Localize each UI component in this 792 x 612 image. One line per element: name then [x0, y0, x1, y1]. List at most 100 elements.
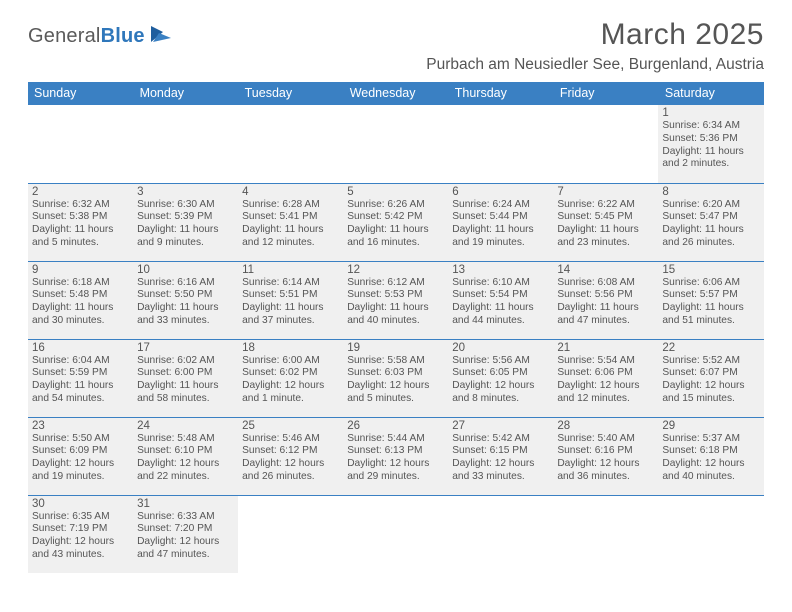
sunset-line: Sunset: 6:06 PM [557, 367, 654, 380]
sunset-line: Sunset: 6:09 PM [32, 445, 129, 458]
daylight-line: Daylight: 12 hours and 1 minute. [242, 380, 339, 406]
sunset-line: Sunset: 5:51 PM [242, 289, 339, 302]
daylight-line: Daylight: 11 hours and 37 minutes. [242, 302, 339, 328]
calendar-cell: 29Sunrise: 5:37 AMSunset: 6:18 PMDayligh… [658, 417, 763, 495]
calendar-cell: 19Sunrise: 5:58 AMSunset: 6:03 PMDayligh… [343, 339, 448, 417]
calendar-cell: 27Sunrise: 5:42 AMSunset: 6:15 PMDayligh… [448, 417, 553, 495]
day-number: 20 [452, 342, 549, 354]
calendar-cell [343, 495, 448, 573]
sunset-line: Sunset: 5:41 PM [242, 211, 339, 224]
calendar-cell [343, 105, 448, 183]
sunset-line: Sunset: 6:10 PM [137, 445, 234, 458]
sunset-line: Sunset: 6:07 PM [662, 367, 759, 380]
sunrise-line: Sunrise: 5:48 AM [137, 433, 234, 446]
day-number: 24 [137, 420, 234, 432]
day-number: 5 [347, 186, 444, 198]
brand-logo: GeneralBlue [28, 24, 175, 49]
flag-icon [149, 24, 175, 49]
day-number: 26 [347, 420, 444, 432]
weekday-header: Monday [133, 82, 238, 105]
location-subtitle: Purbach am Neusiedler See, Burgenland, A… [426, 56, 764, 74]
daylight-line: Daylight: 11 hours and 54 minutes. [32, 380, 129, 406]
brand-part2: Blue [101, 25, 145, 47]
sunset-line: Sunset: 6:18 PM [662, 445, 759, 458]
calendar-cell [238, 105, 343, 183]
sunrise-line: Sunrise: 6:08 AM [557, 277, 654, 290]
sunrise-line: Sunrise: 5:58 AM [347, 355, 444, 368]
calendar-cell: 2Sunrise: 6:32 AMSunset: 5:38 PMDaylight… [28, 183, 133, 261]
sunrise-line: Sunrise: 6:30 AM [137, 199, 234, 212]
day-number: 7 [557, 186, 654, 198]
daylight-line: Daylight: 12 hours and 26 minutes. [242, 458, 339, 484]
day-number: 2 [32, 186, 129, 198]
sunset-line: Sunset: 6:02 PM [242, 367, 339, 380]
day-number: 9 [32, 264, 129, 276]
daylight-line: Daylight: 12 hours and 47 minutes. [137, 536, 234, 562]
calendar-cell [553, 105, 658, 183]
sunrise-line: Sunrise: 6:12 AM [347, 277, 444, 290]
sunrise-line: Sunrise: 5:50 AM [32, 433, 129, 446]
sunrise-line: Sunrise: 5:46 AM [242, 433, 339, 446]
sunset-line: Sunset: 5:42 PM [347, 211, 444, 224]
day-number: 12 [347, 264, 444, 276]
day-number: 17 [137, 342, 234, 354]
daylight-line: Daylight: 12 hours and 12 minutes. [557, 380, 654, 406]
sunset-line: Sunset: 6:00 PM [137, 367, 234, 380]
calendar-cell: 20Sunrise: 5:56 AMSunset: 6:05 PMDayligh… [448, 339, 553, 417]
sunset-line: Sunset: 5:53 PM [347, 289, 444, 302]
daylight-line: Daylight: 12 hours and 40 minutes. [662, 458, 759, 484]
calendar-cell [28, 105, 133, 183]
day-number: 1 [662, 107, 759, 119]
calendar-cell: 4Sunrise: 6:28 AMSunset: 5:41 PMDaylight… [238, 183, 343, 261]
day-number: 22 [662, 342, 759, 354]
sunset-line: Sunset: 5:57 PM [662, 289, 759, 302]
daylight-line: Daylight: 12 hours and 22 minutes. [137, 458, 234, 484]
sunset-line: Sunset: 5:36 PM [662, 133, 759, 146]
weekday-header: Thursday [448, 82, 553, 105]
sunrise-line: Sunrise: 6:02 AM [137, 355, 234, 368]
sunrise-line: Sunrise: 6:24 AM [452, 199, 549, 212]
calendar-cell: 13Sunrise: 6:10 AMSunset: 5:54 PMDayligh… [448, 261, 553, 339]
daylight-line: Daylight: 12 hours and 8 minutes. [452, 380, 549, 406]
calendar-cell [658, 495, 763, 573]
sunrise-line: Sunrise: 5:37 AM [662, 433, 759, 446]
weekday-header: Wednesday [343, 82, 448, 105]
day-number: 15 [662, 264, 759, 276]
calendar-cell: 1Sunrise: 6:34 AMSunset: 5:36 PMDaylight… [658, 105, 763, 183]
sunrise-line: Sunrise: 6:18 AM [32, 277, 129, 290]
calendar-cell: 9Sunrise: 6:18 AMSunset: 5:48 PMDaylight… [28, 261, 133, 339]
calendar-cell: 15Sunrise: 6:06 AMSunset: 5:57 PMDayligh… [658, 261, 763, 339]
calendar-cell [238, 495, 343, 573]
calendar-table: SundayMondayTuesdayWednesdayThursdayFrid… [28, 82, 764, 573]
calendar-cell: 30Sunrise: 6:35 AMSunset: 7:19 PMDayligh… [28, 495, 133, 573]
calendar-cell: 25Sunrise: 5:46 AMSunset: 6:12 PMDayligh… [238, 417, 343, 495]
calendar-cell: 7Sunrise: 6:22 AMSunset: 5:45 PMDaylight… [553, 183, 658, 261]
calendar-body: 1Sunrise: 6:34 AMSunset: 5:36 PMDaylight… [28, 105, 764, 573]
calendar-cell [448, 105, 553, 183]
sunset-line: Sunset: 5:56 PM [557, 289, 654, 302]
sunset-line: Sunset: 6:12 PM [242, 445, 339, 458]
sunrise-line: Sunrise: 6:35 AM [32, 511, 129, 524]
weekday-header: Sunday [28, 82, 133, 105]
sunset-line: Sunset: 5:38 PM [32, 211, 129, 224]
calendar-cell [133, 105, 238, 183]
month-title: March 2025 [426, 18, 764, 52]
sunrise-line: Sunrise: 6:04 AM [32, 355, 129, 368]
sunrise-line: Sunrise: 5:56 AM [452, 355, 549, 368]
daylight-line: Daylight: 11 hours and 5 minutes. [32, 224, 129, 250]
calendar-cell: 11Sunrise: 6:14 AMSunset: 5:51 PMDayligh… [238, 261, 343, 339]
calendar-cell: 18Sunrise: 6:00 AMSunset: 6:02 PMDayligh… [238, 339, 343, 417]
calendar-cell: 22Sunrise: 5:52 AMSunset: 6:07 PMDayligh… [658, 339, 763, 417]
daylight-line: Daylight: 11 hours and 9 minutes. [137, 224, 234, 250]
sunrise-line: Sunrise: 6:06 AM [662, 277, 759, 290]
daylight-line: Daylight: 12 hours and 43 minutes. [32, 536, 129, 562]
daylight-line: Daylight: 11 hours and 12 minutes. [242, 224, 339, 250]
calendar-cell: 31Sunrise: 6:33 AMSunset: 7:20 PMDayligh… [133, 495, 238, 573]
sunrise-line: Sunrise: 5:44 AM [347, 433, 444, 446]
day-number: 23 [32, 420, 129, 432]
sunrise-line: Sunrise: 5:54 AM [557, 355, 654, 368]
brand-text: GeneralBlue [28, 25, 145, 48]
calendar-cell: 14Sunrise: 6:08 AMSunset: 5:56 PMDayligh… [553, 261, 658, 339]
sunrise-line: Sunrise: 6:32 AM [32, 199, 129, 212]
day-number: 4 [242, 186, 339, 198]
